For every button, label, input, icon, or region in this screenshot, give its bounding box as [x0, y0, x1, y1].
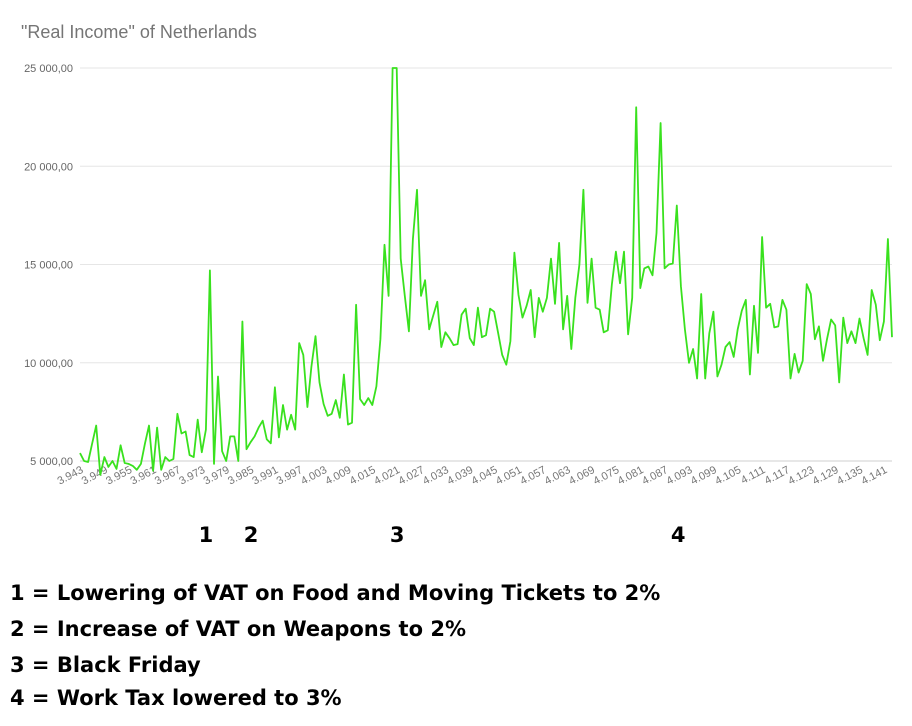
event-note: 2 = Increase of VAT on Weapons to 2% [10, 617, 466, 641]
y-tick-label: 15 000,00 [24, 260, 73, 272]
y-tick-label: 25 000,00 [24, 63, 73, 75]
event-marker: 2 [243, 523, 259, 547]
event-marker: 1 [198, 523, 214, 547]
event-note: 4 = Work Tax lowered to 3% [10, 686, 342, 710]
event-note: 1 = Lowering of VAT on Food and Moving T… [10, 581, 661, 605]
line-chart: 5 000,00 10 000,00 15 000,00 20 000,00 25 00… [24, 63, 893, 488]
y-tick-label: 5 000,00 [30, 456, 73, 468]
series-line [79, 67, 893, 476]
x-tick-label: 4.141 [859, 464, 889, 488]
event-marker: 3 [389, 523, 405, 547]
chart-title: "Real Income" of Netherlands [21, 22, 257, 42]
event-marker: 4 [670, 523, 686, 547]
y-tick-label: 10 000,00 [24, 358, 73, 370]
event-note: 3 = Black Friday [10, 653, 201, 677]
y-tick-label: 20 000,00 [24, 161, 73, 173]
